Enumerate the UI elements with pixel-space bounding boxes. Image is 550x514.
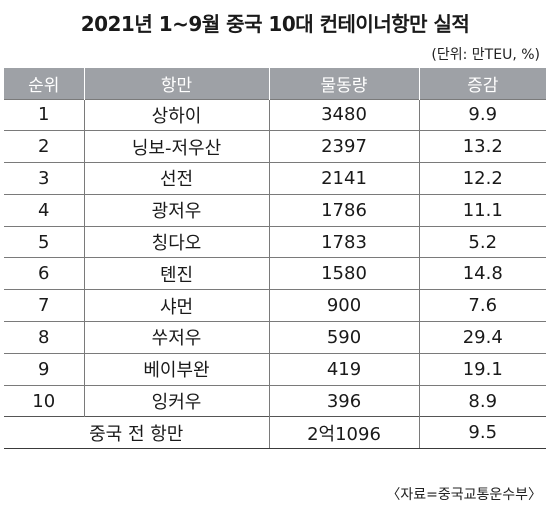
cell-port: 선전 xyxy=(83,162,269,195)
cell-port: 닝보-저우산 xyxy=(83,130,269,163)
cell-volume: 900 xyxy=(268,289,419,322)
table-row: 7 샤먼 900 7.6 xyxy=(4,289,546,322)
table-row: 10 잉커우 396 8.9 xyxy=(4,384,546,417)
unit-note: (단위: 만TEU, %) xyxy=(431,47,540,63)
cell-volume: 419 xyxy=(268,352,419,386)
table-row: 1 상하이 3480 9.9 xyxy=(4,98,546,131)
table-row: 9 베이부완 419 19.1 xyxy=(4,352,546,386)
table-row: 2 닝보-저우산 2397 13.2 xyxy=(4,130,546,163)
cell-volume: 1786 xyxy=(268,193,419,227)
header-port: 항만 xyxy=(83,68,269,99)
total-volume: 2억1096 xyxy=(268,416,419,450)
cell-rank: 8 xyxy=(4,321,84,354)
cell-change: 29.4 xyxy=(418,321,546,354)
source-note: 〈자료=중국교통운수부〉 xyxy=(386,487,542,503)
cell-volume: 2141 xyxy=(268,162,419,195)
table-row: 6 톈진 1580 14.8 xyxy=(4,257,546,290)
total-change: 9.5 xyxy=(418,416,546,450)
header-rank: 순위 xyxy=(4,68,84,99)
cell-change: 12.2 xyxy=(418,162,546,195)
cell-rank: 4 xyxy=(4,193,84,227)
table-header-row: 순위 항만 물동량 증감 xyxy=(4,68,546,99)
page-title: 2021년 1~9월 중국 10대 컨테이너항만 실적 xyxy=(80,12,470,36)
cell-rank: 7 xyxy=(4,289,84,322)
cell-rank: 5 xyxy=(4,225,84,258)
cell-change: 14.8 xyxy=(418,257,546,290)
cell-port: 베이부완 xyxy=(83,352,269,386)
cell-rank: 6 xyxy=(4,257,84,290)
cell-port: 광저우 xyxy=(83,193,269,227)
cell-rank: 9 xyxy=(4,352,84,386)
cell-volume: 396 xyxy=(268,384,419,417)
cell-change: 9.9 xyxy=(418,98,546,131)
cell-rank: 10 xyxy=(4,384,84,417)
cell-port: 톈진 xyxy=(83,257,269,290)
table-row: 5 칭다오 1783 5.2 xyxy=(4,225,546,258)
header-change: 증감 xyxy=(418,68,546,99)
table-total-row: 중국 전 항만 2억1096 9.5 xyxy=(4,416,546,450)
cell-rank: 3 xyxy=(4,162,84,195)
cell-volume: 1580 xyxy=(268,257,419,290)
header-volume: 물동량 xyxy=(268,68,419,99)
cell-volume: 2397 xyxy=(268,130,419,163)
cell-change: 11.1 xyxy=(418,193,546,227)
table-row: 4 광저우 1786 11.1 xyxy=(4,193,546,227)
cell-port: 쑤저우 xyxy=(83,321,269,354)
cell-port: 잉커우 xyxy=(83,384,269,417)
cell-volume: 1783 xyxy=(268,225,419,258)
cell-rank: 1 xyxy=(4,98,84,131)
cell-change: 8.9 xyxy=(418,384,546,417)
cell-change: 5.2 xyxy=(418,225,546,258)
table-row: 8 쑤저우 590 29.4 xyxy=(4,321,546,354)
cell-volume: 3480 xyxy=(268,98,419,131)
table-row: 3 선전 2141 12.2 xyxy=(4,162,546,195)
cell-change: 7.6 xyxy=(418,289,546,322)
cell-rank: 2 xyxy=(4,130,84,163)
port-ranking-table: 순위 항만 물동량 증감 1 상하이 3480 9.9 2 닝보-저우산 239… xyxy=(4,68,546,450)
cell-change: 13.2 xyxy=(418,130,546,163)
cell-port: 칭다오 xyxy=(83,225,269,258)
total-label: 중국 전 항만 xyxy=(4,416,269,450)
cell-port: 샤먼 xyxy=(83,289,269,322)
cell-change: 19.1 xyxy=(418,352,546,386)
cell-volume: 590 xyxy=(268,321,419,354)
cell-port: 상하이 xyxy=(83,98,269,131)
